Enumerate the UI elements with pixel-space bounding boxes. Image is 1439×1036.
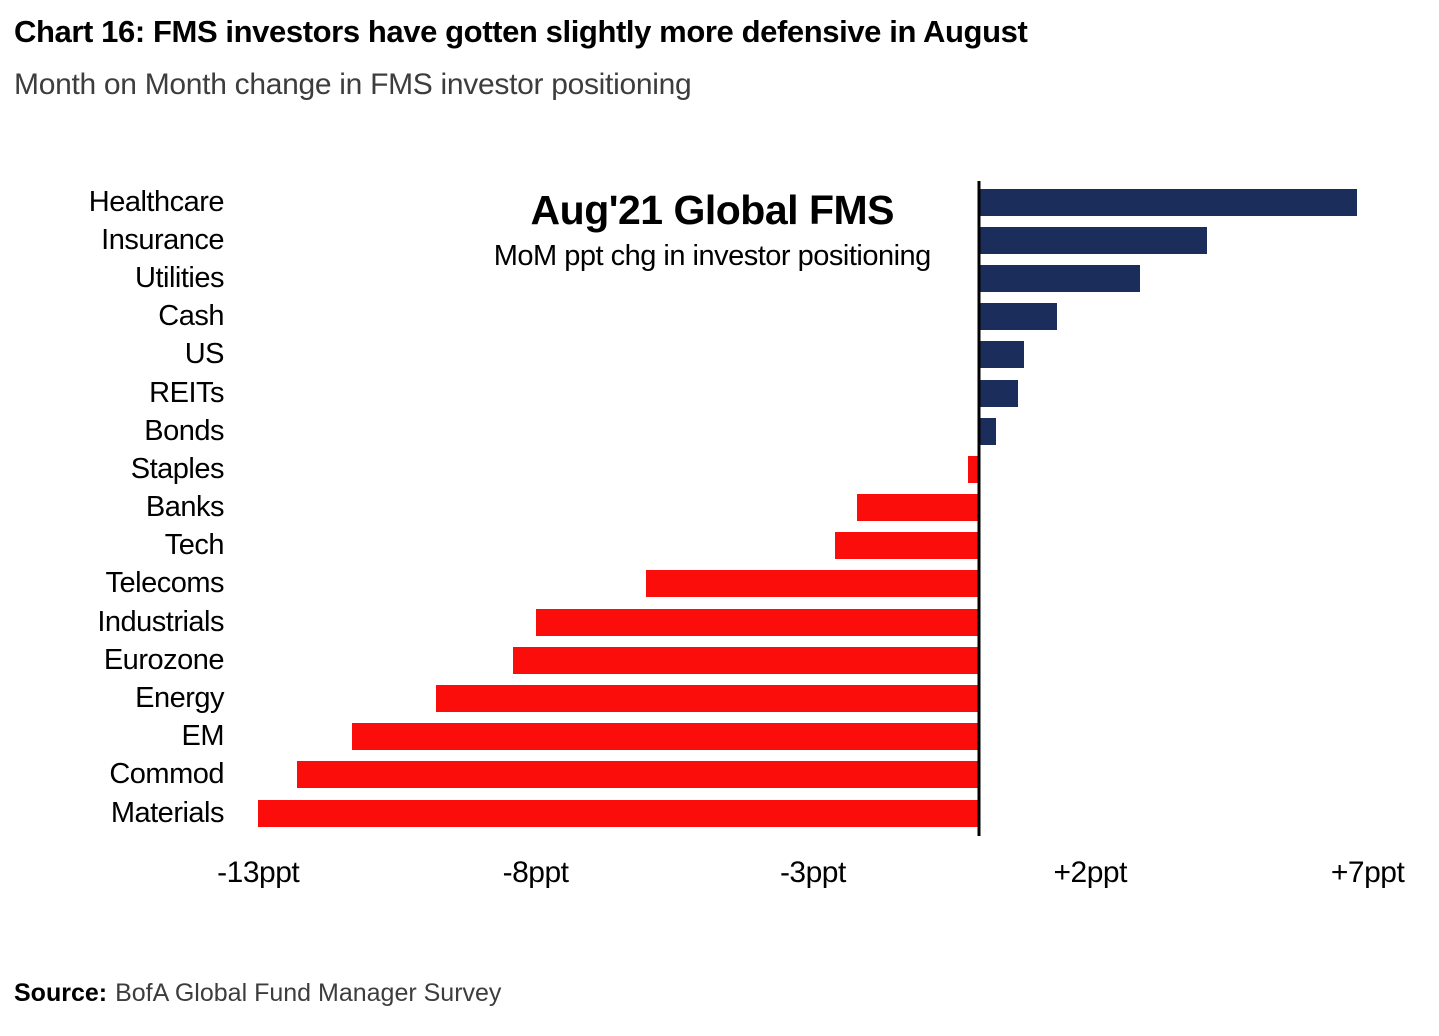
chart-header: Chart 16: FMS investors have gotten slig…: [14, 14, 1419, 102]
bar-track: [236, 646, 1412, 674]
category-label: Industrials: [97, 605, 224, 638]
category-label: Commod: [109, 758, 224, 791]
bar-track: [236, 341, 1412, 369]
chart-row: REITs: [12, 374, 1412, 412]
bar-track: [236, 494, 1412, 522]
bar-commod: [297, 761, 980, 789]
bar-insurance: [979, 226, 1207, 254]
category-label: Eurozone: [103, 643, 225, 676]
page-subtitle: Month on Month change in FMS investor po…: [14, 68, 692, 101]
category-label: Telecoms: [105, 567, 225, 600]
source-text: BofA Global Fund Manager Survey: [115, 979, 502, 1007]
category-label: Energy: [135, 682, 224, 715]
bar-track: [236, 570, 1412, 598]
chart-row: Eurozone: [12, 641, 1412, 679]
chart-row: Insurance: [12, 221, 1412, 259]
bar-healthcare: [979, 188, 1357, 216]
bar-track: [236, 264, 1412, 292]
bar-track: [236, 455, 1412, 483]
chart-row: Staples: [12, 450, 1412, 488]
chart-row: Commod: [12, 756, 1412, 794]
chart-row: Energy: [12, 679, 1412, 717]
category-label: Staples: [130, 452, 225, 485]
page-title: Chart 16: FMS investors have gotten slig…: [14, 14, 1028, 49]
bar-track: [236, 608, 1412, 636]
bar-utilities: [979, 264, 1141, 292]
bar-industrials: [535, 608, 980, 636]
bar-us: [979, 341, 1024, 369]
chart-row: Industrials: [12, 603, 1412, 641]
bar-chart: Healthcare Insurance Utilities Cash US REITs B…: [12, 181, 1412, 916]
chart-row: Cash: [12, 298, 1412, 336]
bar-track: [236, 723, 1412, 751]
category-label: Banks: [145, 491, 225, 524]
bar-track: [236, 761, 1412, 789]
category-label: Cash: [158, 300, 224, 333]
chart-row: Banks: [12, 489, 1412, 527]
chart-row: Telecoms: [12, 565, 1412, 603]
chart-row: Bonds: [12, 412, 1412, 450]
bar-track: [236, 379, 1412, 407]
bar-bonds: [979, 417, 996, 445]
chart-row: Tech: [12, 527, 1412, 565]
category-label: Materials: [110, 796, 225, 829]
category-label: Bonds: [144, 414, 224, 447]
bar-em: [352, 723, 980, 751]
bar-tech: [835, 532, 980, 560]
bar-track: [236, 799, 1412, 827]
bar-reits: [979, 379, 1019, 407]
category-label: US: [184, 338, 225, 371]
x-tick-label: -8ppt: [502, 856, 569, 890]
x-tick-label: -13ppt: [217, 856, 300, 890]
x-tick-label: +7ppt: [1330, 856, 1405, 890]
category-label: EM: [181, 720, 225, 753]
bar-track: [236, 303, 1412, 331]
bar-telecoms: [646, 570, 980, 598]
bar-track: [236, 188, 1412, 216]
bar-track: [236, 226, 1412, 254]
category-label: Tech: [164, 529, 225, 562]
bar-banks: [857, 494, 980, 522]
category-label: REITs: [149, 376, 224, 409]
chart-row: Healthcare: [12, 183, 1412, 221]
category-label: Healthcare: [88, 185, 225, 218]
bar-track: [236, 532, 1412, 560]
category-label: Insurance: [101, 223, 224, 256]
chart-row: Materials: [12, 794, 1412, 832]
bar-energy: [435, 685, 980, 713]
plot-area: Healthcare Insurance Utilities Cash US REITs B…: [12, 181, 1412, 837]
source-note: Source: BofA Global Fund Manager Survey: [14, 979, 501, 1008]
x-tick-label: +2ppt: [1053, 856, 1128, 890]
chart-row: US: [12, 336, 1412, 374]
chart-row: EM: [12, 718, 1412, 756]
bar-materials: [258, 799, 980, 827]
bar-eurozone: [513, 646, 980, 674]
chart-row: Utilities: [12, 259, 1412, 297]
source-label: Source:: [14, 979, 108, 1007]
category-label: Utilities: [135, 261, 224, 294]
bar-track: [236, 685, 1412, 713]
bar-staples: [968, 455, 980, 483]
bar-cash: [979, 303, 1057, 331]
bar-track: [236, 417, 1412, 445]
x-tick-label: -3ppt: [779, 856, 846, 890]
x-axis: -13ppt -8ppt -3ppt +2ppt +7ppt: [217, 856, 1412, 916]
bar-rows: Healthcare Insurance Utilities Cash US REITs B…: [12, 183, 1412, 832]
